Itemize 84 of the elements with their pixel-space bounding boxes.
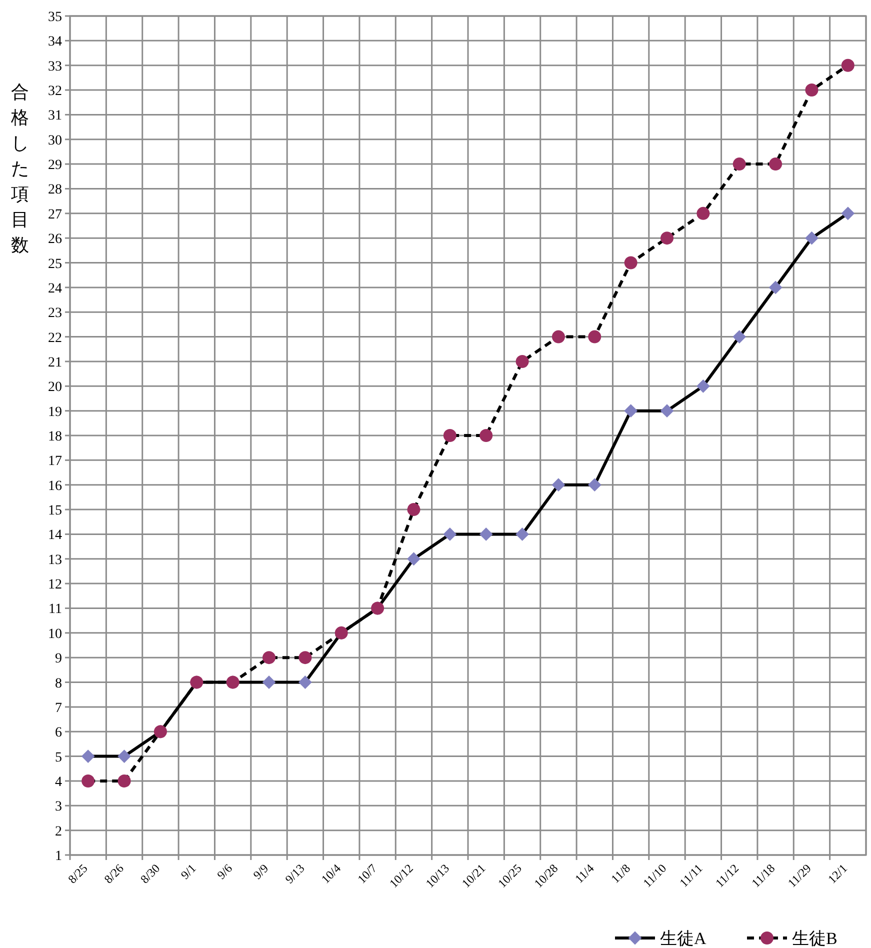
y-tick-label: 34 [48, 34, 62, 50]
y-tick-label: 12 [48, 578, 62, 593]
y-tick-label: 18 [48, 430, 62, 444]
y-tick-label: 23 [48, 306, 62, 322]
y-tick-label: 16 [48, 478, 62, 494]
x-tick-label: 11/4 [572, 861, 597, 886]
point [696, 206, 710, 220]
point [805, 84, 818, 97]
y-tick-label: 14 [48, 528, 62, 544]
y-tick-label: 9 [55, 652, 62, 667]
y-tick-label: 15 [48, 504, 62, 519]
x-tick-label: 8/30 [138, 861, 163, 886]
point [443, 528, 456, 541]
point [805, 232, 818, 245]
y-tick-label: 10 [48, 626, 62, 642]
point [588, 330, 602, 344]
point [841, 58, 854, 72]
point [732, 330, 746, 344]
x-tick-label: 8/26 [101, 861, 126, 886]
legend-label: 生徒A [660, 929, 707, 948]
point [516, 528, 529, 541]
point [552, 330, 565, 344]
point [624, 256, 638, 270]
point [516, 354, 529, 368]
y-tick-label: 24 [48, 281, 62, 296]
legend-label: 生徒B [792, 929, 838, 948]
x-tick-label: 8/25 [65, 861, 90, 886]
point [732, 158, 746, 171]
y-tick-label: 11 [48, 602, 62, 618]
y-tick-label: 19 [48, 404, 62, 420]
point [769, 158, 782, 171]
y-tick-label: 25 [48, 256, 62, 272]
point [624, 404, 638, 418]
point [298, 676, 312, 689]
point [660, 404, 674, 418]
y-tick-label: 28 [48, 182, 62, 198]
y-tick-label: 13 [48, 552, 62, 568]
y-tick-label: 31 [48, 108, 62, 124]
point [769, 280, 782, 294]
y-tick-label: 20 [48, 380, 62, 396]
y-tick-label: 32 [48, 84, 62, 100]
x-tick-label: 11/8 [608, 861, 633, 886]
x-tick-label: 10/7 [354, 861, 380, 886]
point [552, 478, 565, 492]
point [407, 503, 420, 516]
y-tick-label: 1 [55, 849, 62, 864]
y-tick-label: 8 [55, 676, 62, 692]
point [118, 774, 131, 788]
y-tick-label: 29 [48, 158, 62, 174]
point [298, 651, 312, 664]
point [660, 232, 674, 245]
point [696, 380, 710, 393]
y-tick-label: 33 [48, 59, 62, 74]
point [588, 478, 602, 492]
y-tick-label: 17 [48, 454, 62, 470]
y-tick-label: 4 [55, 774, 62, 790]
x-tick-label: 10/4 [318, 861, 344, 886]
x-tick-label: 9/6 [214, 861, 235, 882]
point [262, 676, 276, 689]
y-tick-label: 30 [48, 133, 62, 148]
y-tick-label: 7 [55, 700, 62, 716]
y-tick-label: 22 [48, 330, 62, 346]
x-tick-label: 9/1 [178, 861, 199, 882]
point [262, 651, 276, 664]
point [118, 750, 131, 763]
x-tick-label: 9/13 [282, 861, 308, 886]
point [407, 552, 420, 566]
y-tick-label: 5 [55, 750, 62, 766]
x-tick-label: 9/9 [250, 861, 272, 882]
x-tick-label: 12/1 [825, 861, 850, 886]
y-tick-label: 3 [55, 800, 62, 815]
point [443, 429, 456, 442]
y-tick-label: 2 [55, 824, 62, 840]
point [82, 750, 95, 763]
y-axis-title: 合格した項目数 [10, 82, 29, 255]
y-tick-label: 27 [48, 207, 62, 222]
y-tick-label: 6 [55, 726, 62, 741]
point [841, 206, 854, 220]
point [82, 774, 95, 788]
y-tick-label: 35 [48, 10, 62, 25]
y-tick-label: 26 [48, 232, 62, 248]
y-tick-label: 21 [48, 355, 62, 370]
point [480, 429, 493, 442]
point [480, 528, 493, 541]
